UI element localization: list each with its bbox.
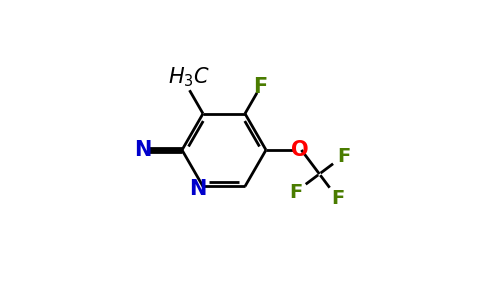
Text: O: O [291,140,308,160]
Text: N: N [134,140,151,160]
Text: F: F [253,77,268,97]
Text: F: F [337,146,350,166]
Text: $H_3C$: $H_3C$ [168,66,210,89]
Text: F: F [289,182,302,202]
Text: F: F [331,188,344,208]
Text: N: N [189,179,206,199]
